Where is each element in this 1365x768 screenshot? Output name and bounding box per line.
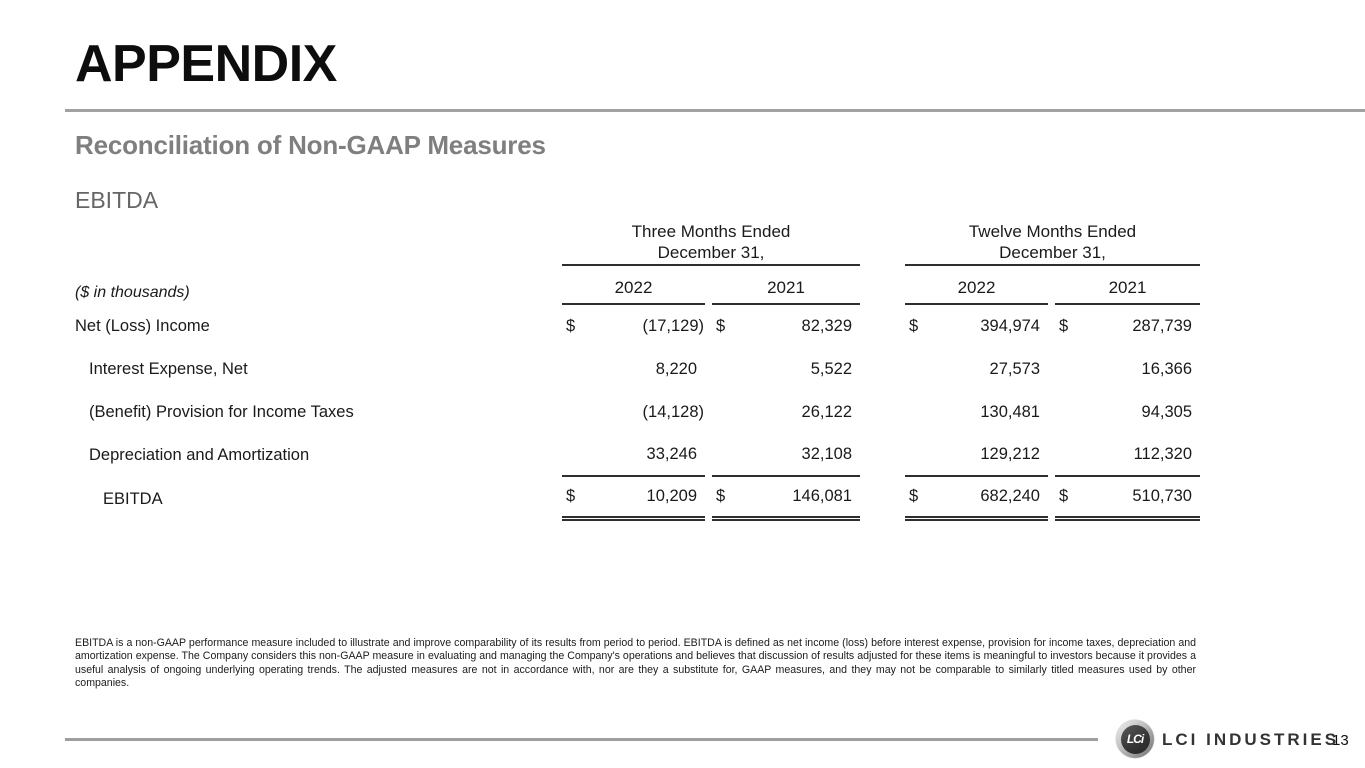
table-row-ebitda-total: EBITDA $ 10,209 $ 146,081 $ 682,240 $ 51… bbox=[75, 477, 1200, 521]
lci-logo-monogram: LCi bbox=[1126, 732, 1144, 746]
column-group-header-row: Three Months Ended December 31, Twelve M… bbox=[75, 220, 1200, 266]
value: 94,305 bbox=[1141, 403, 1192, 421]
currency-symbol: $ bbox=[909, 487, 919, 505]
page-title: APPENDIX bbox=[75, 35, 337, 93]
value: 27,573 bbox=[989, 360, 1040, 378]
col-group-three-months: Three Months Ended December 31, bbox=[562, 220, 860, 266]
value-cell: 129,212 bbox=[905, 434, 1048, 477]
value: 129,212 bbox=[980, 445, 1040, 463]
year-header: 2022 bbox=[905, 266, 1048, 305]
table-row-interest-expense: Interest Expense, Net 8,220 5,522 27,573… bbox=[75, 348, 1200, 391]
value: 130,481 bbox=[980, 403, 1040, 421]
value-cell: 16,366 bbox=[1055, 348, 1200, 391]
row-label: (Benefit) Provision for Income Taxes bbox=[89, 403, 354, 421]
value: 16,366 bbox=[1141, 360, 1192, 378]
footer-divider bbox=[65, 738, 1098, 741]
value: 32,108 bbox=[801, 445, 852, 463]
value-cell: $ (17,129) bbox=[562, 305, 705, 348]
row-label: Interest Expense, Net bbox=[89, 360, 248, 378]
value: 287,739 bbox=[1132, 317, 1192, 335]
units-label: ($ in thousands) bbox=[75, 284, 190, 301]
value-cell: 27,573 bbox=[905, 348, 1048, 391]
value: (17,129) bbox=[642, 317, 704, 335]
value-cell: $ 510,730 bbox=[1055, 477, 1200, 521]
value-cell: 130,481 bbox=[905, 391, 1048, 434]
value-cell: 5,522 bbox=[712, 348, 860, 391]
value: 682,240 bbox=[980, 487, 1040, 505]
footnote-text: EBITDA is a non-GAAP performance measure… bbox=[75, 637, 1196, 690]
value-cell: 33,246 bbox=[562, 434, 705, 477]
value-cell: 112,320 bbox=[1055, 434, 1200, 477]
col-group-line2: December 31, bbox=[657, 243, 765, 262]
slide-subtitle: Reconciliation of Non-GAAP Measures bbox=[75, 130, 546, 160]
value-cell: 32,108 bbox=[712, 434, 860, 477]
col-group-line1: Three Months Ended bbox=[631, 222, 791, 241]
currency-symbol: $ bbox=[716, 487, 726, 505]
value: 5,522 bbox=[810, 360, 852, 378]
row-label: Net (Loss) Income bbox=[75, 317, 210, 335]
row-label: Depreciation and Amortization bbox=[89, 446, 310, 464]
value-cell: $ 287,739 bbox=[1055, 305, 1200, 348]
brand-name: LCI INDUSTRIES bbox=[1162, 730, 1340, 749]
value-cell: $ 682,240 bbox=[905, 477, 1048, 521]
value-cell: $ 82,329 bbox=[712, 305, 860, 348]
currency-symbol: $ bbox=[716, 317, 726, 335]
currency-symbol: $ bbox=[566, 317, 576, 335]
row-label: EBITDA bbox=[103, 489, 163, 508]
year-header: 2021 bbox=[1055, 266, 1200, 305]
value-cell: $ 10,209 bbox=[562, 477, 705, 521]
value-cell: 26,122 bbox=[712, 391, 860, 434]
top-divider bbox=[65, 109, 1365, 112]
value-cell: $ 394,974 bbox=[905, 305, 1048, 348]
section-label: EBITDA bbox=[75, 187, 159, 213]
currency-symbol: $ bbox=[566, 487, 576, 505]
currency-symbol: $ bbox=[1059, 317, 1069, 335]
lci-logo-icon: LCi bbox=[1116, 720, 1154, 758]
value: 146,081 bbox=[792, 487, 852, 505]
value-cell: (14,128) bbox=[562, 391, 705, 434]
value: 10,209 bbox=[646, 487, 697, 505]
year-header: 2022 bbox=[562, 266, 705, 305]
value: 510,730 bbox=[1132, 487, 1192, 505]
year-header: 2021 bbox=[712, 266, 860, 305]
value: 112,320 bbox=[1133, 445, 1192, 463]
table-row-income-taxes: (Benefit) Provision for Income Taxes (14… bbox=[75, 391, 1200, 434]
value: (14,128) bbox=[642, 403, 704, 421]
lci-logo-core: LCi bbox=[1120, 724, 1150, 754]
value-cell: 94,305 bbox=[1055, 391, 1200, 434]
value: 33,246 bbox=[646, 445, 697, 463]
year-header-row: ($ in thousands) 2022 2021 2022 2021 bbox=[75, 266, 1200, 305]
currency-symbol: $ bbox=[909, 317, 919, 335]
value: 82,329 bbox=[801, 317, 852, 335]
currency-symbol: $ bbox=[1059, 487, 1069, 505]
table-row-depreciation-amortization: Depreciation and Amortization 33,246 32,… bbox=[75, 434, 1200, 477]
ebitda-reconciliation-table: Three Months Ended December 31, Twelve M… bbox=[75, 220, 1200, 521]
page-number: 13 bbox=[1332, 732, 1349, 749]
table-row-net-loss-income: Net (Loss) Income $ (17,129) $ 82,329 $ … bbox=[75, 305, 1200, 348]
value: 394,974 bbox=[980, 317, 1040, 335]
value-cell: 8,220 bbox=[562, 348, 705, 391]
col-group-twelve-months: Twelve Months Ended December 31, bbox=[905, 220, 1200, 266]
value: 26,122 bbox=[801, 403, 852, 421]
value-cell: $ 146,081 bbox=[712, 477, 860, 521]
col-group-line2: December 31, bbox=[999, 243, 1106, 262]
value: 8,220 bbox=[655, 360, 697, 378]
col-group-line1: Twelve Months Ended bbox=[968, 222, 1137, 241]
